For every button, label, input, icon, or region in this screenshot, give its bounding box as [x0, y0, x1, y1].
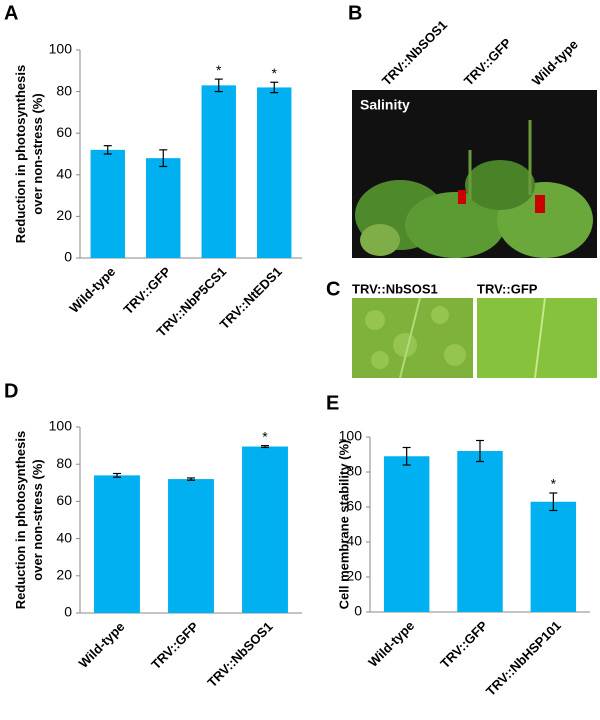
- bar: [90, 149, 125, 258]
- plant-photo: [352, 90, 597, 258]
- y-axis-label: Reduction in photosynthesis: [13, 65, 28, 243]
- y-tick-label: 0: [64, 604, 72, 620]
- bar: [168, 479, 214, 613]
- y-tick-label: 80: [56, 82, 72, 98]
- bar: [257, 87, 292, 258]
- y-tick-label: 20: [346, 568, 362, 584]
- significance-mark: *: [551, 476, 557, 492]
- y-tick-label: 60: [346, 498, 362, 514]
- y-tick-label: 40: [56, 529, 72, 545]
- x-tick-label: TRV::GFP: [148, 619, 202, 673]
- leaf-photo: [352, 297, 597, 379]
- panel-letter: B: [348, 2, 362, 24]
- significance-mark: *: [262, 428, 268, 444]
- photo-label: TRV::NbSOS1: [352, 281, 438, 296]
- bar: [383, 456, 430, 612]
- y-axis-label: Cell membrane stability (%): [336, 440, 351, 610]
- y-tick-label: 40: [346, 533, 362, 549]
- x-tick-label: TRV::NbSOS1: [204, 619, 275, 690]
- y-tick-label: 20: [56, 207, 72, 223]
- y-tick-label: 0: [354, 603, 362, 619]
- y-tick-label: 80: [56, 455, 72, 471]
- y-tick-label: 100: [339, 428, 363, 444]
- bar: [201, 85, 236, 258]
- panel-letter: E: [326, 392, 339, 414]
- bar: [457, 451, 503, 612]
- panel-letter: C: [326, 278, 340, 300]
- y-tick-label: 40: [56, 166, 72, 182]
- photo-label: TRV::GFP: [477, 281, 538, 296]
- y-tick-label: 60: [56, 492, 72, 508]
- y-tick-label: 0: [64, 249, 72, 265]
- significance-mark: *: [272, 65, 278, 81]
- y-axis-label: Reduction in photosynthesis: [13, 431, 28, 609]
- x-tick-label: Wild-type: [66, 264, 118, 316]
- y-tick-label: 20: [56, 567, 72, 583]
- y-axis-label: over non-stress (%): [30, 93, 45, 214]
- photo-column-label: TRV::GFP: [461, 35, 515, 89]
- bar: [242, 446, 288, 613]
- photo-column-label: Wild-type: [529, 37, 581, 89]
- x-tick-label: Wild-type: [365, 618, 417, 670]
- y-tick-label: 100: [49, 41, 73, 57]
- panel-letter: A: [4, 2, 18, 24]
- significance-mark: *: [216, 62, 222, 78]
- y-tick-label: 60: [56, 124, 72, 140]
- bar: [530, 501, 577, 612]
- y-axis-label: over non-stress (%): [30, 459, 45, 580]
- y-tick-label: 80: [346, 463, 362, 479]
- y-tick-label: 100: [49, 418, 73, 434]
- bar: [94, 475, 140, 613]
- bar: [146, 158, 181, 258]
- panel-letter: D: [4, 380, 18, 402]
- x-tick-label: TRV::GFP: [437, 618, 491, 672]
- photo-column-label: TRV::NbSOS1: [379, 17, 450, 88]
- x-tick-label: TRV::NbHSP101: [483, 618, 564, 699]
- x-tick-label: Wild-type: [76, 619, 128, 671]
- photo-label: Salinity: [360, 97, 410, 113]
- x-tick-label: TRV::GFP: [120, 264, 174, 318]
